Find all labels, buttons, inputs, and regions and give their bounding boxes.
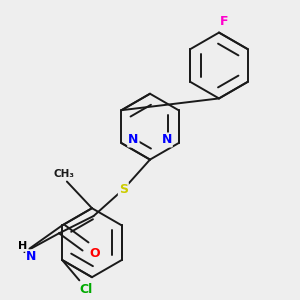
- Text: H: H: [18, 241, 28, 251]
- Text: CH₃: CH₃: [53, 169, 74, 179]
- Text: N: N: [161, 134, 172, 146]
- Text: N: N: [128, 134, 139, 146]
- Text: F: F: [220, 15, 228, 28]
- Text: S: S: [119, 183, 128, 196]
- Text: O: O: [90, 247, 101, 260]
- Text: N: N: [26, 250, 37, 263]
- Text: Cl: Cl: [79, 283, 92, 296]
